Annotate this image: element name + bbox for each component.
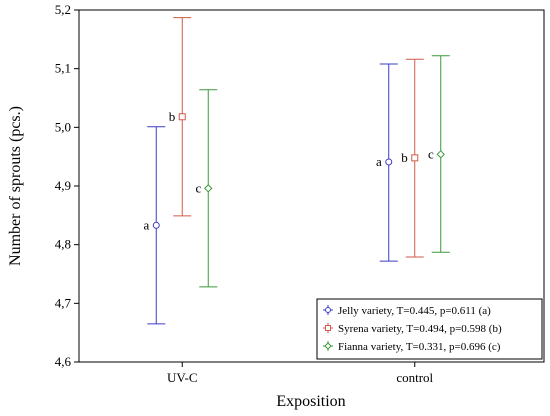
x-axis: UV-C control bbox=[167, 362, 434, 385]
y-tick-label: 4,9 bbox=[55, 178, 71, 193]
y-axis: 4,6 4,7 4,8 4,9 5,0 5,1 5,2 bbox=[55, 2, 79, 369]
mean-point bbox=[152, 221, 160, 229]
x-axis-title: Exposition bbox=[276, 393, 345, 410]
y-tick-label: 5,1 bbox=[55, 61, 71, 76]
legend-item: Fianna variety, T=0.331, p=0.696 (c) bbox=[323, 341, 501, 353]
mean-point bbox=[411, 154, 419, 162]
legend: Jelly variety, T=0.445, p=0.611 (a) Syren… bbox=[316, 298, 543, 360]
series-3: cc bbox=[195, 55, 450, 288]
legend-marker bbox=[325, 307, 331, 313]
legend-label: Fianna variety, T=0.331, p=0.696 (c) bbox=[338, 341, 501, 353]
y-tick-label: 4,8 bbox=[55, 237, 71, 252]
mean-point bbox=[436, 150, 445, 159]
series-1: aa bbox=[143, 63, 398, 325]
y-tick-label: 4,7 bbox=[55, 295, 72, 310]
legend-marker bbox=[325, 325, 331, 331]
x-tick-label: UV-C bbox=[167, 370, 198, 385]
mean-point bbox=[178, 113, 186, 121]
legend-label: Syrena variety, T=0.494, p=0.598 (b) bbox=[338, 323, 502, 335]
y-axis-title: Number of sprouts (pcs.) bbox=[7, 106, 24, 266]
x-tick-label: control bbox=[396, 370, 433, 385]
point-label: a bbox=[376, 154, 382, 169]
legend-label: Jelly variety, T=0.445, p=0.611 (a) bbox=[338, 305, 491, 317]
legend-item: Syrena variety, T=0.494, p=0.598 (b) bbox=[323, 323, 502, 335]
point-label: b bbox=[169, 109, 176, 124]
legend-item: Jelly variety, T=0.445, p=0.611 (a) bbox=[323, 305, 491, 317]
point-label: a bbox=[143, 217, 149, 232]
point-label: c bbox=[428, 146, 434, 161]
legend-box bbox=[316, 298, 543, 360]
y-tick-label: 5,2 bbox=[55, 2, 71, 17]
series-2: bb bbox=[169, 17, 424, 258]
legend-marker bbox=[324, 342, 332, 350]
point-label: b bbox=[401, 150, 408, 165]
point-label: c bbox=[195, 180, 201, 195]
mean-point bbox=[385, 158, 393, 166]
mean-point bbox=[204, 184, 213, 193]
y-tick-label: 4,6 bbox=[55, 354, 72, 369]
y-tick-label: 5,0 bbox=[55, 119, 71, 134]
